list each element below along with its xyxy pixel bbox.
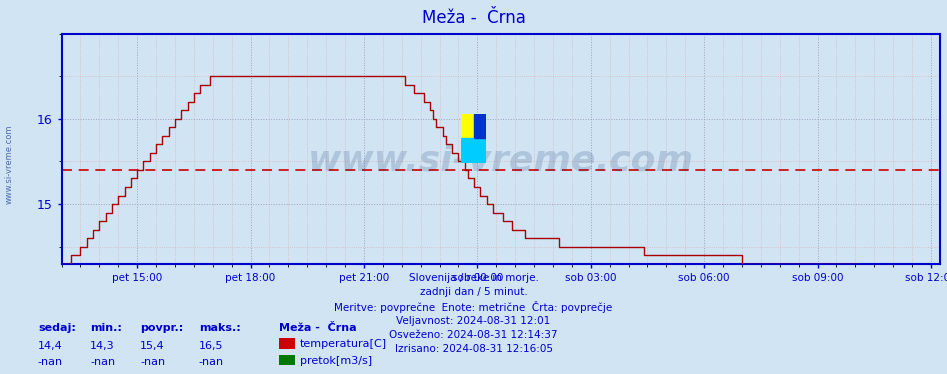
Text: Meritve: povprečne  Enote: metrične  Črta: povprečje: Meritve: povprečne Enote: metrične Črta:… <box>334 301 613 313</box>
Text: Slovenija / reke in morje.: Slovenija / reke in morje. <box>408 273 539 283</box>
Text: sedaj:: sedaj: <box>38 323 76 333</box>
Polygon shape <box>474 114 486 138</box>
Text: maks.:: maks.: <box>199 323 241 333</box>
Text: 14,4: 14,4 <box>38 341 63 350</box>
Text: -nan: -nan <box>199 357 224 367</box>
Text: 16,5: 16,5 <box>199 341 223 350</box>
Text: Osveženo: 2024-08-31 12:14:37: Osveženo: 2024-08-31 12:14:37 <box>389 330 558 340</box>
Text: -nan: -nan <box>38 357 63 367</box>
Text: 15,4: 15,4 <box>140 341 165 350</box>
Text: min.:: min.: <box>90 323 122 333</box>
Polygon shape <box>461 138 486 163</box>
Text: 14,3: 14,3 <box>90 341 115 350</box>
Text: www.si-vreme.com: www.si-vreme.com <box>308 143 694 177</box>
Text: pretok[m3/s]: pretok[m3/s] <box>300 356 372 365</box>
Text: povpr.:: povpr.: <box>140 323 184 333</box>
Text: zadnji dan / 5 minut.: zadnji dan / 5 minut. <box>420 287 527 297</box>
Bar <box>474 114 486 138</box>
Bar <box>461 114 474 138</box>
Text: Izrisano: 2024-08-31 12:16:05: Izrisano: 2024-08-31 12:16:05 <box>395 344 552 354</box>
Text: Veljavnost: 2024-08-31 12:01: Veljavnost: 2024-08-31 12:01 <box>397 316 550 326</box>
Text: -nan: -nan <box>90 357 116 367</box>
Text: -nan: -nan <box>140 357 166 367</box>
Text: temperatura[C]: temperatura[C] <box>300 339 387 349</box>
Text: Meža -  Črna: Meža - Črna <box>279 323 357 333</box>
Text: www.si-vreme.com: www.si-vreme.com <box>5 125 14 204</box>
Text: Meža -  Črna: Meža - Črna <box>421 9 526 27</box>
